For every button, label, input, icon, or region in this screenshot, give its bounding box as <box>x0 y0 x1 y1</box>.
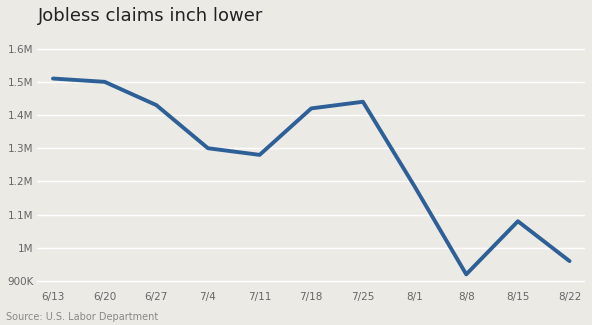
Text: Jobless claims inch lower: Jobless claims inch lower <box>37 7 263 25</box>
Text: Source: U.S. Labor Department: Source: U.S. Labor Department <box>6 312 158 322</box>
